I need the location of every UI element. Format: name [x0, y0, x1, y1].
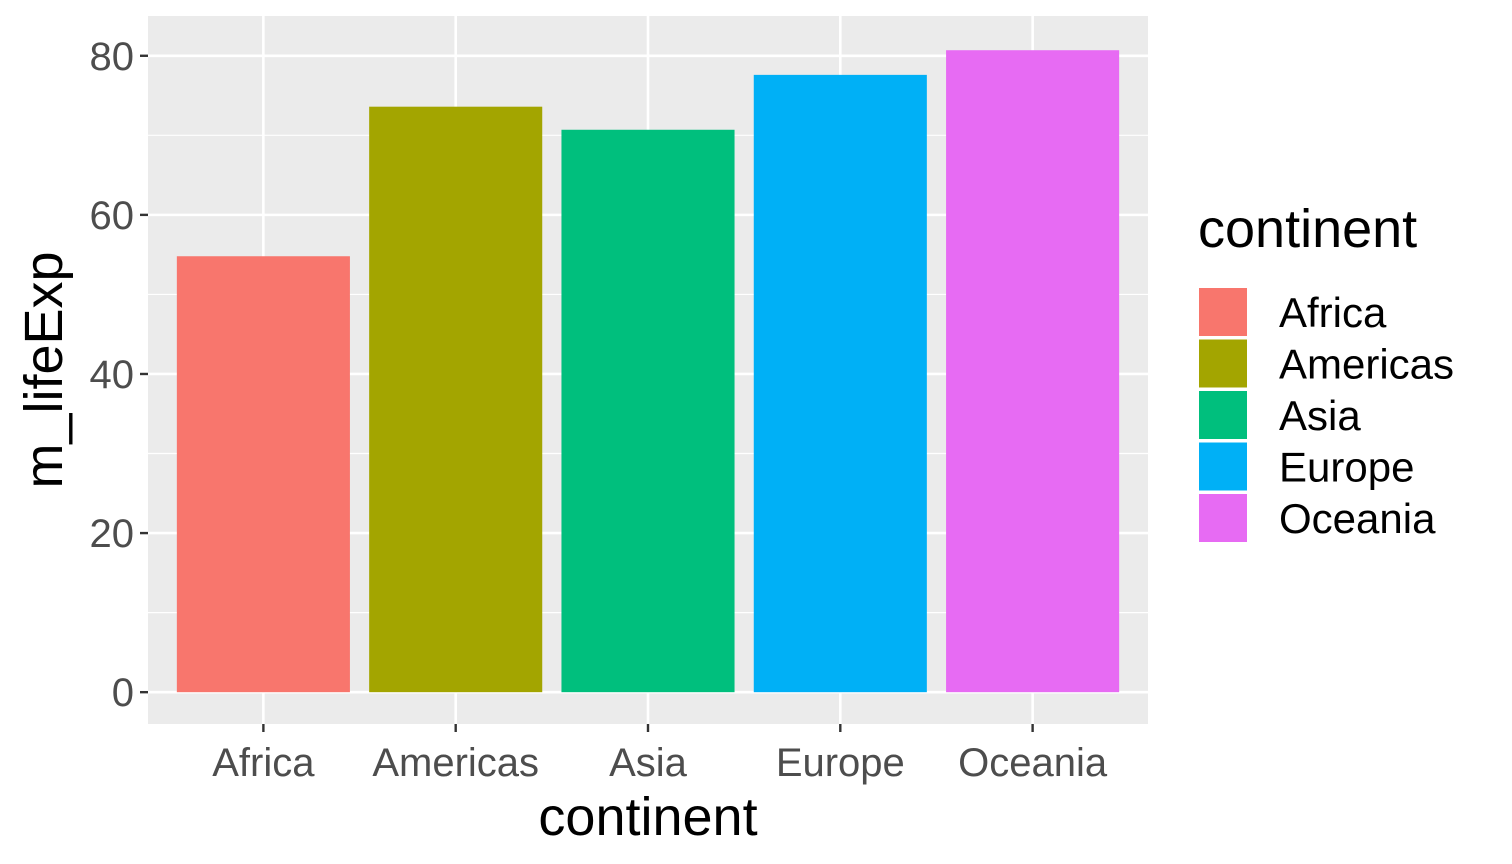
x-axis-title: continent: [538, 787, 757, 847]
legend-key-americas: [1197, 337, 1249, 390]
legend-key-oceania: [1197, 492, 1249, 544]
bar-oceania: [946, 50, 1120, 693]
legend-title: continent: [1198, 199, 1417, 259]
x-tick-label: Oceania: [958, 741, 1108, 785]
x-tick-label: Asia: [609, 741, 688, 785]
bar-asia: [561, 129, 735, 693]
legend-label: Europe: [1279, 444, 1414, 491]
bar-africa: [176, 256, 350, 693]
legend-key-europe: [1197, 440, 1249, 493]
y-tick-label: 20: [90, 512, 135, 556]
bar-europe: [753, 74, 927, 693]
legend-key-asia: [1197, 389, 1249, 441]
legend-key-africa: [1197, 286, 1249, 338]
x-tick-label: Americas: [372, 741, 539, 785]
y-tick-label: 0: [112, 671, 134, 715]
y-tick-label: 60: [90, 194, 135, 238]
y-tick-label: 40: [90, 353, 135, 397]
x-tick-label: Europe: [776, 741, 905, 785]
y-axis-title: m_lifeExp: [14, 251, 74, 488]
bar-americas: [369, 106, 543, 693]
y-tick-label: 80: [90, 35, 135, 79]
legend-label: Oceania: [1279, 495, 1436, 542]
legend-label: Africa: [1279, 289, 1387, 336]
y-axis: 0 20 40 60 80: [90, 35, 148, 715]
bars: [176, 50, 1120, 693]
x-axis: Africa Americas Asia Europe Oceania: [212, 724, 1108, 785]
legend-label: Asia: [1279, 392, 1361, 439]
x-tick-label: Africa: [212, 741, 315, 785]
legend-label: Americas: [1279, 341, 1454, 388]
